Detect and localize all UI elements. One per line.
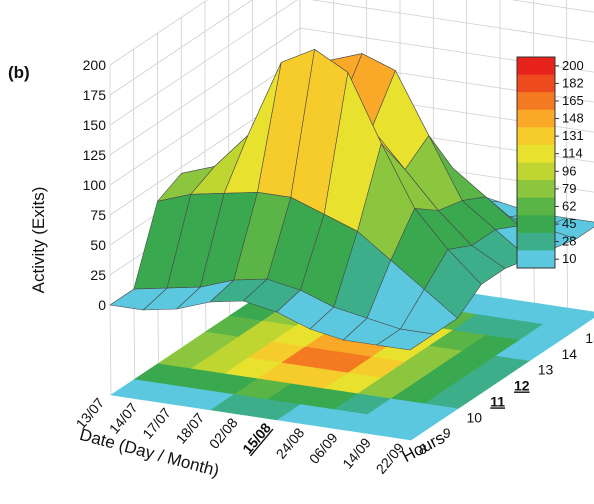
x-tick-label: 22/09 <box>373 439 408 476</box>
colorbar-swatch <box>517 109 555 128</box>
x-tick-label: 14/07 <box>106 399 141 436</box>
z-tick-label: 25 <box>90 267 106 283</box>
y-tick-label: 15 <box>585 330 594 346</box>
colorbar-frame <box>516 56 556 269</box>
colorbar-swatch <box>517 144 555 163</box>
x-tick-label: 15/08 <box>239 419 274 456</box>
grid-line <box>109 27 301 156</box>
colorbar-swatch <box>517 180 555 199</box>
colorbar-label: 45 <box>562 216 576 231</box>
z-tick-label: 125 <box>83 147 107 163</box>
y-tick-label: 13 <box>538 362 554 378</box>
panel-label: (b) <box>8 63 30 82</box>
z-tick-label: 175 <box>83 87 107 103</box>
y-tick-label: 11 <box>490 393 505 409</box>
colorbar-swatch <box>517 57 555 76</box>
colorbar-swatch <box>517 215 555 234</box>
colorbar-swatch <box>517 162 555 181</box>
colorbar-label: 165 <box>562 93 584 108</box>
x-tick-label: 06/09 <box>306 429 341 466</box>
z-tick-label: 150 <box>83 117 107 133</box>
floor-cell <box>543 307 594 330</box>
surface-cell <box>376 328 435 351</box>
surface-layer <box>109 49 594 351</box>
colorbar: 200 182 165 148 131 114 96 79 62 45 28 10 <box>516 56 584 269</box>
colorbar-label: 114 <box>562 146 583 161</box>
z-tick-label: 75 <box>90 207 106 223</box>
grid-line <box>109 0 298 126</box>
colorbar-label: 79 <box>562 181 576 196</box>
grid-line <box>109 57 301 186</box>
z-axis-title: Activity (Exits) <box>29 187 48 294</box>
x-tick-label: 14/09 <box>339 434 374 471</box>
x-tick-label: 24/08 <box>273 424 308 461</box>
grid-line <box>109 304 112 396</box>
colorbar-label: 200 <box>562 58 584 73</box>
z-tick-label: 50 <box>90 237 106 253</box>
colorbar-swatch <box>517 92 555 111</box>
x-tick-label: 17/07 <box>139 404 174 441</box>
colorbar-swatch <box>517 127 555 146</box>
z-tick-label: 100 <box>83 177 107 193</box>
colorbar-label: 10 <box>562 251 576 266</box>
y-tick-label: 9 <box>443 425 451 441</box>
colorbar-label: 131 <box>562 128 584 143</box>
colorbar-label: 28 <box>562 234 576 249</box>
colorbar-label: 182 <box>562 75 584 90</box>
colorbar-swatch <box>517 74 555 93</box>
y-tick-label: 10 <box>467 409 483 425</box>
y-tick-label: 14 <box>562 346 578 362</box>
z-tick-label: 200 <box>83 57 107 73</box>
colorbar-swatch <box>517 232 555 251</box>
y-tick-label: 12 <box>514 378 530 394</box>
grid-line <box>109 0 208 66</box>
x-tick-label: 18/07 <box>173 409 208 446</box>
grid-line <box>109 0 253 96</box>
grid-line <box>510 0 594 13</box>
colorbar-label: 96 <box>562 163 576 178</box>
y-tick-label: 8 <box>419 441 427 457</box>
colorbar-label: 62 <box>562 198 576 213</box>
z-tick-label: 0 <box>98 297 106 313</box>
colorbar-swatch <box>517 250 555 269</box>
x-tick-label: 02/08 <box>206 414 241 451</box>
grid-line <box>310 0 594 43</box>
colorbar-swatch <box>517 197 555 216</box>
colorbar-label: 148 <box>562 111 584 126</box>
